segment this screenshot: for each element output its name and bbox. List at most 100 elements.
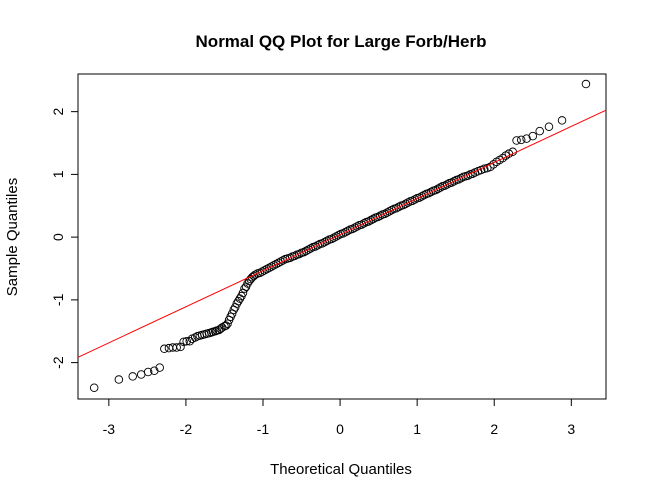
data-point — [486, 162, 495, 172]
data-point — [387, 205, 396, 215]
data-point — [449, 177, 459, 186]
data-point — [243, 279, 252, 288]
x-tick-label: -1 — [257, 421, 270, 437]
y-axis: -2 -1 0 1 2 — [50, 108, 78, 369]
data-point — [368, 214, 378, 224]
data-point — [262, 264, 272, 274]
data-point — [155, 363, 164, 372]
data-point — [410, 195, 420, 204]
data-point — [143, 367, 153, 377]
data-point — [454, 175, 464, 184]
data-point — [385, 207, 394, 216]
data-point — [274, 258, 283, 268]
data-point — [417, 192, 427, 201]
data-point — [251, 270, 260, 280]
data-point — [424, 188, 433, 198]
x-axis-label: Theoretical Quantiles — [270, 461, 412, 478]
data-point — [350, 223, 359, 232]
x-tick-label: 2 — [490, 421, 498, 437]
data-point — [380, 209, 390, 219]
data-point — [255, 268, 265, 278]
data-point — [160, 344, 169, 354]
data-point — [176, 342, 185, 352]
data-point — [408, 196, 417, 205]
data-point — [234, 296, 243, 306]
data-point — [468, 169, 477, 179]
data-point — [232, 299, 242, 308]
data-point — [257, 267, 267, 276]
data-points — [89, 79, 591, 392]
y-axis-label: Sample Quantiles — [4, 178, 21, 296]
data-point — [394, 202, 403, 212]
data-point — [267, 262, 276, 271]
data-point — [364, 217, 373, 226]
data-point — [128, 372, 137, 381]
y-tick-label: 2 — [50, 108, 66, 116]
data-point — [557, 116, 567, 125]
x-tick-label: -2 — [180, 421, 193, 437]
data-point — [415, 193, 424, 202]
data-point — [544, 122, 554, 131]
data-point — [179, 337, 188, 347]
y-tick-label: -1 — [50, 293, 66, 306]
data-point — [331, 232, 341, 241]
data-point — [442, 180, 452, 189]
data-point — [294, 249, 304, 259]
data-point — [352, 222, 362, 231]
plot-frame — [77, 73, 607, 400]
data-point — [366, 215, 376, 225]
data-point — [522, 134, 531, 143]
data-point — [373, 212, 383, 222]
data-point — [433, 184, 443, 194]
x-tick-label: 0 — [336, 421, 344, 437]
data-point — [246, 274, 255, 284]
data-point — [320, 237, 329, 247]
data-point — [440, 181, 450, 190]
data-point — [136, 370, 146, 379]
data-point — [260, 266, 269, 275]
data-point — [338, 229, 348, 238]
data-point — [285, 253, 295, 263]
data-point — [419, 190, 429, 200]
y-tick-label: -2 — [50, 356, 66, 369]
data-point — [431, 185, 440, 195]
data-point — [290, 251, 299, 261]
data-point — [114, 375, 124, 384]
data-point — [304, 245, 313, 254]
x-tick-label: 3 — [567, 421, 575, 437]
x-tick-label: -3 — [103, 421, 116, 437]
y-tick-label: 0 — [50, 233, 66, 241]
data-point — [399, 200, 408, 210]
data-point — [329, 233, 339, 243]
data-point — [271, 259, 281, 269]
data-point — [89, 383, 99, 392]
data-point — [327, 234, 336, 244]
data-point — [535, 126, 544, 136]
data-point — [182, 337, 191, 346]
data-point — [426, 187, 436, 197]
data-point — [322, 236, 332, 246]
data-point — [311, 242, 320, 251]
data-point — [403, 198, 413, 207]
data-point — [299, 247, 309, 257]
data-point — [463, 171, 473, 180]
data-point — [382, 208, 392, 217]
data-point — [516, 135, 526, 145]
data-point — [359, 219, 369, 228]
data-point — [269, 261, 279, 270]
data-point — [375, 211, 385, 221]
data-point — [313, 241, 322, 250]
data-point — [276, 257, 285, 266]
x-tick-label: 1 — [413, 421, 421, 437]
data-point — [264, 263, 274, 273]
data-point — [318, 239, 327, 248]
data-point — [498, 153, 507, 163]
data-point — [447, 178, 457, 187]
data-point — [348, 224, 357, 234]
data-point — [240, 284, 249, 293]
data-point — [392, 204, 401, 213]
data-point — [436, 183, 445, 192]
data-point — [223, 319, 232, 328]
data-point — [343, 226, 353, 236]
